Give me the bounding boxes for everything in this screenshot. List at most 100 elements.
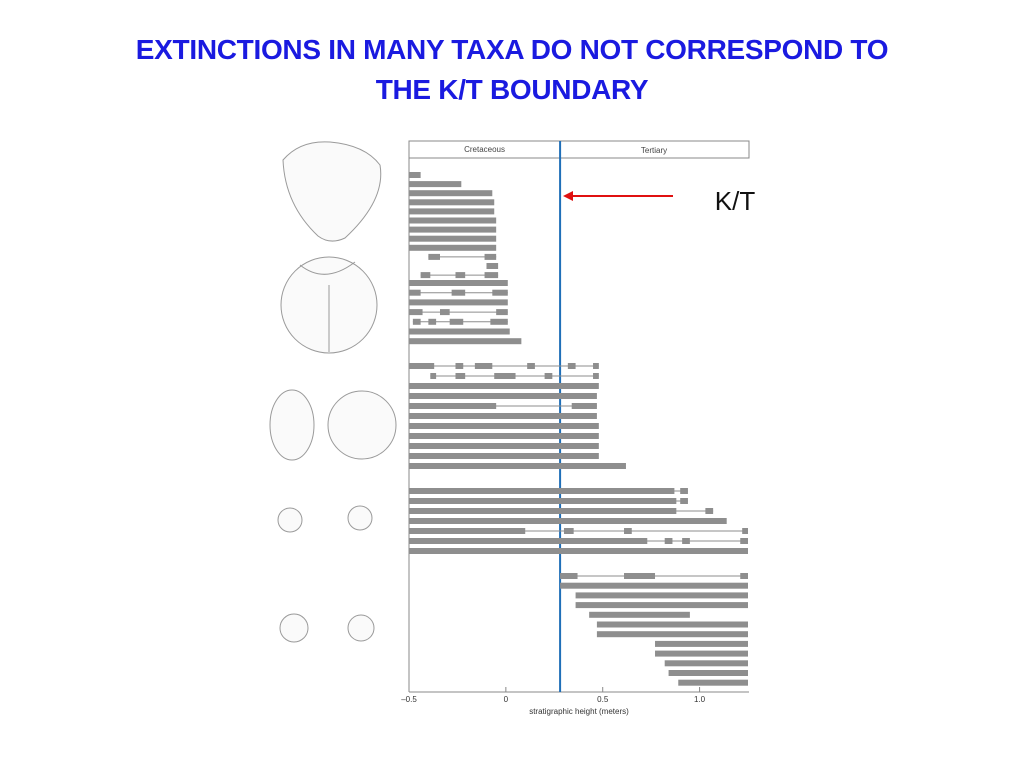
x-axis-label: stratigraphic height (meters) (529, 707, 629, 716)
fossil (347, 614, 375, 642)
range-bar (409, 463, 626, 469)
fossil-illustrations (269, 141, 397, 643)
range-bar (571, 403, 597, 409)
range-bar (439, 309, 450, 316)
slide-title: EXTINCTIONS IN MANY TAXA DO NOT CORRESPO… (0, 30, 1024, 110)
range-bar (563, 528, 574, 534)
range-bar (682, 538, 690, 544)
fossil (277, 507, 303, 533)
range-bar (409, 280, 508, 286)
range-bar (494, 373, 516, 379)
range-bar (484, 253, 497, 260)
range-bar (455, 272, 466, 279)
range-bar (430, 373, 437, 379)
period-label: Tertiary (641, 146, 667, 155)
range-bar (589, 611, 690, 618)
fossil (269, 389, 315, 461)
range-bar (560, 573, 578, 579)
range-bar (409, 423, 599, 429)
range-bar (409, 453, 599, 459)
range-bar (409, 289, 421, 296)
range-bar (409, 244, 497, 251)
range-bar (496, 309, 508, 316)
range-bar (409, 217, 497, 224)
range-bar (655, 640, 748, 647)
range-bar (575, 602, 748, 609)
x-tick-label: 1.0 (694, 695, 706, 704)
title-line: THE K/T BOUNDARY (375, 74, 649, 105)
range-bar (409, 338, 522, 345)
title-line: EXTINCTIONS IN MANY TAXA DO NOT CORRESPO… (135, 34, 889, 65)
range-bar (409, 383, 599, 389)
range-bar (409, 488, 675, 494)
range-bar (680, 498, 688, 504)
range-bar (409, 199, 495, 206)
range-bar (409, 328, 510, 335)
range-bar (624, 528, 632, 534)
range-bar (474, 363, 493, 369)
range-bar (451, 289, 466, 296)
range-bar (486, 263, 499, 269)
fossil (282, 141, 382, 242)
range-bar (455, 363, 464, 369)
range-bar (596, 621, 748, 628)
range-bar (680, 488, 688, 494)
range-bar (409, 518, 727, 524)
fossil (327, 390, 397, 460)
range-bar (409, 548, 748, 554)
range-bar (409, 309, 423, 316)
range-bar (409, 393, 597, 399)
range-bar (544, 373, 553, 379)
range-bar (705, 508, 714, 514)
range-bar (575, 592, 748, 599)
range-bar (409, 208, 495, 215)
range-bar (409, 508, 677, 514)
range-bar (449, 318, 464, 325)
range-bar (409, 413, 597, 419)
range-bar (409, 363, 435, 369)
range-bar (560, 582, 748, 589)
range-bar (420, 272, 431, 279)
range-bar (740, 573, 748, 579)
period-label: Cretaceous (464, 145, 505, 154)
range-bar (428, 253, 440, 260)
range-bar (409, 528, 526, 534)
range-bar (409, 190, 493, 197)
range-bar (409, 226, 497, 233)
x-tick-label: –0.5 (401, 695, 417, 704)
range-bar (527, 363, 535, 369)
range-bar (409, 235, 497, 242)
range-bar (409, 498, 677, 504)
range-bar (484, 272, 499, 279)
range-bar (742, 528, 748, 534)
range-bar (740, 538, 748, 544)
range-bar (409, 172, 421, 178)
boundary-annotation: K/T (715, 186, 756, 216)
range-bar (593, 363, 599, 369)
fossil-detail (299, 261, 356, 352)
range-bar (567, 363, 576, 369)
range-bar (409, 538, 648, 544)
range-bar (624, 573, 656, 579)
range-bar (655, 650, 748, 657)
range-bar (593, 373, 599, 379)
range-bar (409, 181, 462, 188)
range-bar (492, 289, 508, 296)
range-bar (490, 318, 508, 325)
range-bar (428, 318, 437, 325)
fossil (347, 505, 373, 531)
x-tick-label: 0.5 (597, 695, 609, 704)
range-bar (412, 318, 421, 325)
range-bar (455, 373, 466, 379)
range-bar (409, 433, 599, 439)
range-bar (596, 631, 748, 638)
range-bar (409, 443, 599, 449)
fossil (279, 613, 309, 643)
range-bar (409, 299, 508, 306)
range-bar (678, 679, 748, 686)
x-tick-label: 0 (504, 695, 509, 704)
range-bar (668, 670, 748, 676)
period-header (408, 140, 750, 159)
